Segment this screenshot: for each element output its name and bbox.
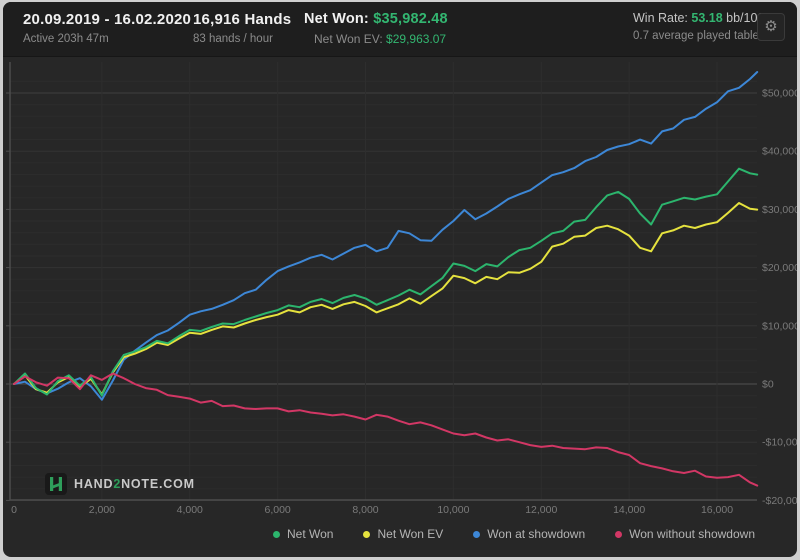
hands-count: 16,916 Hands: [193, 11, 292, 28]
results-panel: 20.09.2019 - 16.02.2020 Active 203h 47m …: [3, 2, 797, 557]
legend-item-won-at-showdown[interactable]: Won at showdown: [473, 527, 585, 541]
legend-label-net-won-ev: Net Won EV: [377, 527, 444, 541]
x-tick-label: 2,000: [89, 504, 115, 516]
logo-text-accent: 2: [113, 477, 122, 491]
stats-header: 20.09.2019 - 16.02.2020 Active 203h 47m …: [3, 2, 797, 57]
win-rate-value: 53.18: [691, 11, 723, 25]
legend-label-won-without-showdown: Won without showdown: [629, 527, 755, 541]
y-tick-label: $10,000: [762, 320, 797, 332]
y-tick-label: $40,000: [762, 146, 797, 158]
legend-label-won-at-showdown: Won at showdown: [487, 527, 586, 541]
x-tick-label: 8,000: [352, 504, 378, 516]
net-won-line: Net Won: $35,982.48: [304, 11, 448, 27]
y-tick-label: -$10,000: [762, 437, 797, 449]
win-rate-label: Win Rate:: [633, 11, 688, 25]
y-tick-label: $0: [762, 379, 774, 391]
win-rate-line: Win Rate: 53.18 bb/100: [633, 11, 765, 25]
date-range: 20.09.2019 - 16.02.2020: [23, 11, 192, 28]
hand2note-logo: HAND2NOTE.COM: [45, 473, 195, 495]
legend-item-won-without-showdown[interactable]: Won without showdown: [615, 527, 755, 541]
x-tick-label: 6,000: [264, 504, 290, 516]
net-won-value: $35,982.48: [373, 11, 448, 27]
y-tick-label: $30,000: [762, 204, 797, 216]
win-rate-unit: bb/100: [726, 11, 765, 25]
legend-item-net-won[interactable]: Net Won: [273, 527, 333, 541]
hand2note-logo-text: HAND2NOTE.COM: [74, 477, 195, 491]
settings-gear-icon[interactable]: ⚙: [757, 13, 785, 41]
legend-label-net-won: Net Won: [287, 527, 334, 541]
graph-canvas: $50,000 $40,000 $30,000 $20,000 $10,000 $0 -$1…: [6, 62, 797, 516]
logo-text-post: NOTE.COM: [121, 477, 195, 491]
won-without-showdown-dot-icon: [615, 530, 623, 538]
equity-graph: $50,000 $40,000 $30,000 $20,000 $10,000 $0 -$1…: [3, 57, 797, 557]
x-tick-label: 4,000: [177, 504, 203, 516]
hand2note-logo-icon: [45, 473, 67, 495]
win-rate-group: Win Rate: 53.18 bb/100 0.7 average playe…: [633, 11, 765, 42]
hands-group: 16,916 Hands 83 hands / hour: [193, 11, 291, 45]
x-tick-label: 16,000: [701, 504, 733, 516]
y-tick-label: -$20,000: [762, 495, 797, 507]
y-tick-label: $50,000: [762, 88, 797, 100]
series-line-won-without-showdown: [13, 372, 759, 487]
x-tick-label: 10,000: [437, 504, 469, 516]
series-line-net-won: [13, 167, 759, 397]
net-won-ev-value: $29,963.07: [386, 32, 447, 46]
logo-text-pre: HAND: [74, 477, 114, 491]
x-tick-label: 14,000: [613, 504, 645, 516]
x-tick-label: 0: [11, 504, 17, 516]
series-line-net-won-ev: [13, 202, 759, 396]
avg-tables: 0.7 average played tables: [633, 30, 765, 42]
won-at-showdown-dot-icon: [473, 530, 481, 538]
legend-item-net-won-ev[interactable]: Net Won EV: [363, 527, 443, 541]
date-range-group: 20.09.2019 - 16.02.2020 Active 203h 47m: [23, 11, 191, 45]
series-line-won-at-showdown: [13, 71, 759, 401]
net-won-ev-label: Net Won EV:: [314, 32, 383, 46]
net-won-dot-icon: [273, 530, 281, 538]
active-time: Active 203h 47m: [23, 33, 109, 45]
net-won-ev-line: Net Won EV: $29,963.07: [304, 32, 448, 46]
net-won-ev-dot-icon: [363, 530, 371, 538]
x-tick-label: 12,000: [525, 504, 557, 516]
legend: Net Won Net Won EV Won at showdown Won w…: [3, 527, 755, 541]
net-won-group: Net Won: $35,982.48 Net Won EV: $29,963.…: [304, 11, 448, 46]
hands-per-hour: 83 hands / hour: [193, 33, 273, 45]
y-tick-label: $20,000: [762, 262, 797, 274]
net-won-label: Net Won:: [304, 11, 369, 27]
